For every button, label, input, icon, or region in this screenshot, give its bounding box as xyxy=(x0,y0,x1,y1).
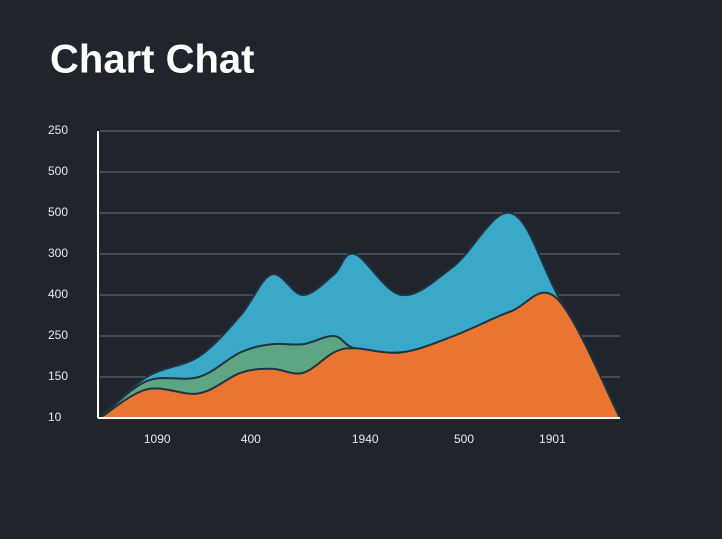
x-tick-label: 1940 xyxy=(352,432,379,446)
y-tick-label: 500 xyxy=(48,164,68,178)
x-tick-label: 500 xyxy=(454,432,474,446)
y-tick-label: 250 xyxy=(48,123,68,137)
y-tick-label: 300 xyxy=(48,246,68,260)
y-tick-label: 150 xyxy=(48,369,68,383)
y-tick-label: 400 xyxy=(48,287,68,301)
y-tick-label: 10 xyxy=(48,410,62,424)
chart-title: Chart Chat xyxy=(50,38,254,82)
x-tick-label: 1090 xyxy=(144,432,171,446)
y-tick-label: 500 xyxy=(48,205,68,219)
y-tick-label: 250 xyxy=(48,328,68,342)
x-tick-label: 1901 xyxy=(539,432,566,446)
area xyxy=(96,291,622,419)
x-tick-label: 400 xyxy=(241,432,261,446)
